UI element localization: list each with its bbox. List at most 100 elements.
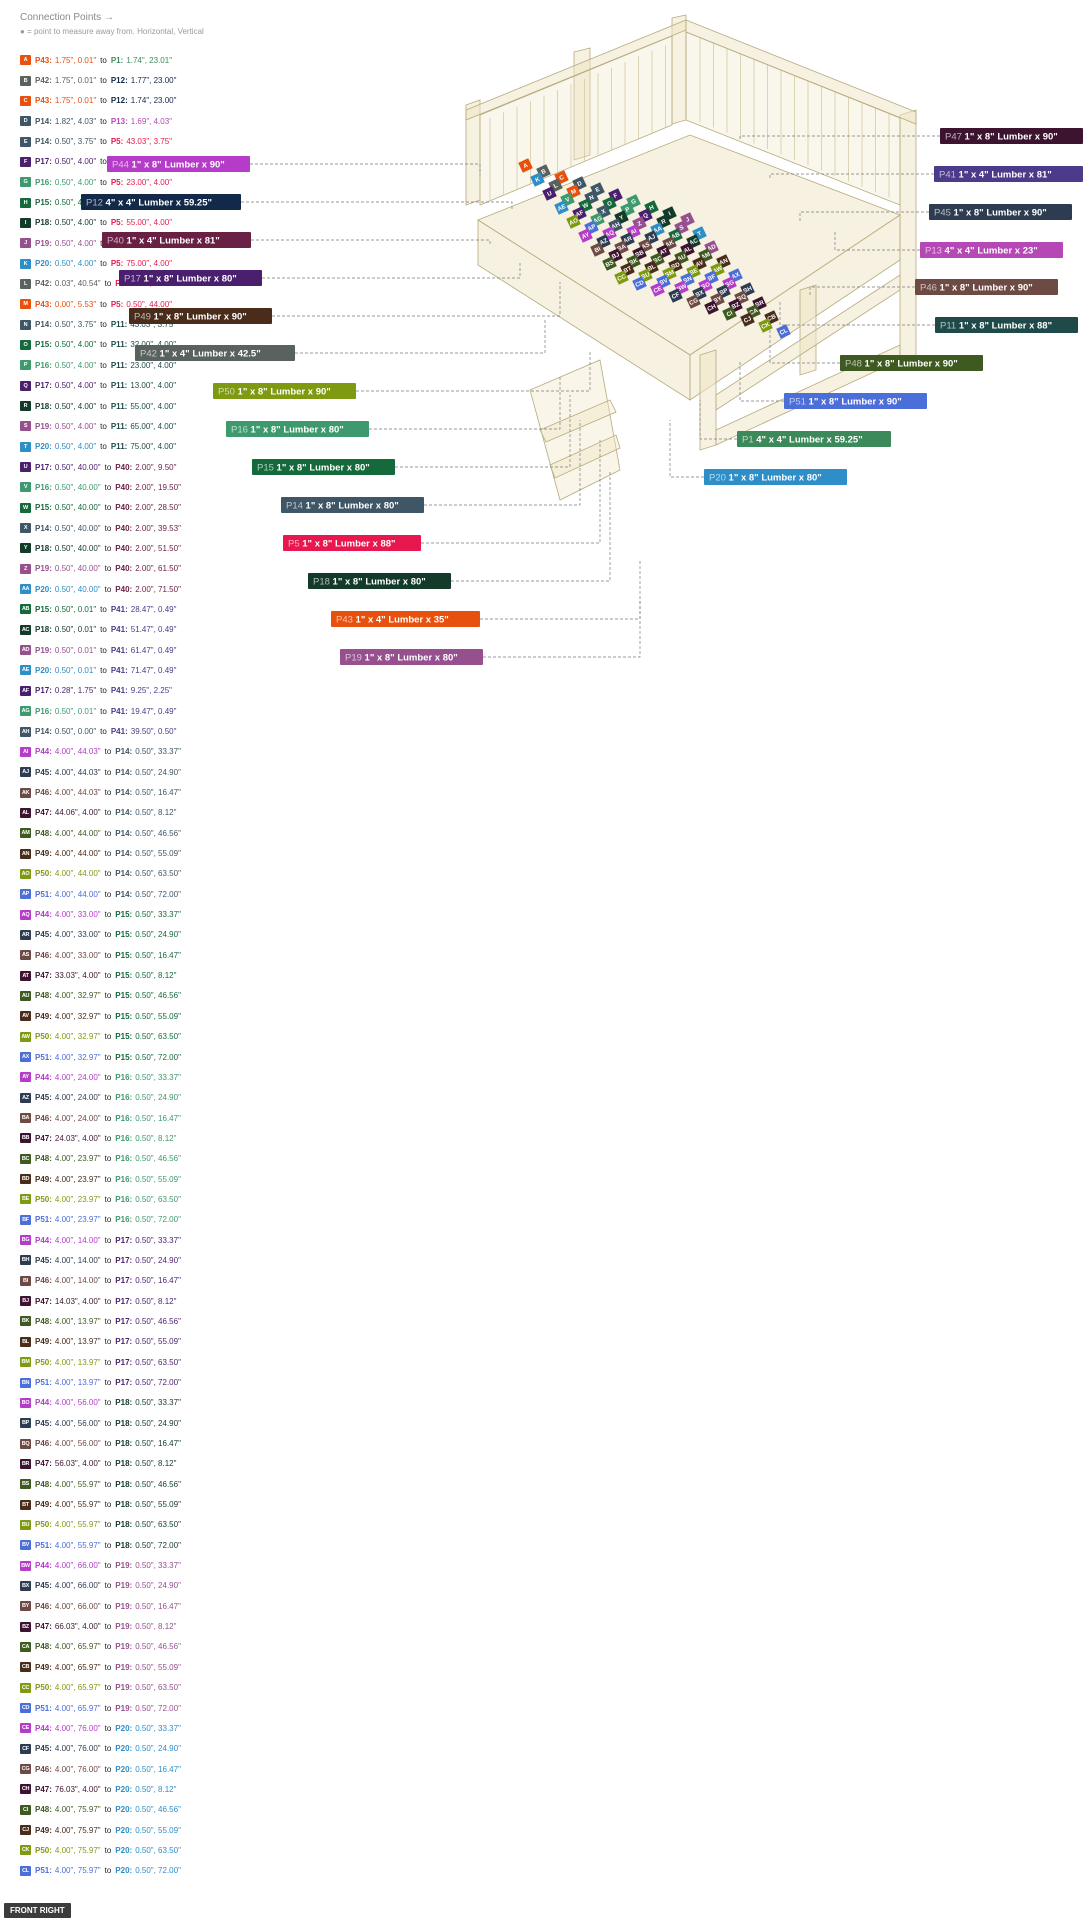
connection-row: AJ P454.00", 44.03"toP140.50", 24.90": [20, 762, 280, 782]
connection-badge: BP: [20, 1418, 31, 1429]
connection-row: BR P4756.03", 4.00"toP180.50", 8.12": [20, 1454, 280, 1474]
connection-value-a: 4.00", 65.97": [54, 1683, 101, 1693]
part-description: 1" x 8" Lumber x 90": [954, 208, 1047, 219]
connection-to: to: [104, 482, 112, 492]
connection-part-b: P18: [115, 1500, 132, 1509]
part-callout: P51 1" x 8" Lumber x 90": [784, 393, 927, 409]
connection-part-b: P20: [115, 1866, 132, 1875]
connection-part-b: P14: [115, 829, 132, 838]
connection-badge: AT: [20, 970, 31, 981]
connection-marker-label: AU: [677, 254, 687, 263]
connection-marker-bg: [542, 186, 557, 201]
connection-value-a: 0.50", 4.00": [54, 218, 97, 228]
part-callout: P48 1" x 8" Lumber x 90": [840, 355, 983, 371]
connection-row: BV P514.00", 55.97"toP180.50", 72.00": [20, 1535, 280, 1555]
connection-value-b: 0.50", 24.90": [135, 1418, 181, 1428]
connection-row: AQ P444.00", 33.00"toP150.50", 33.37": [20, 904, 280, 924]
connection-marker-label: BD: [671, 262, 682, 271]
connection-to: to: [104, 788, 112, 798]
connection-to: to: [104, 1805, 112, 1815]
connection-marker-label: BG: [725, 280, 736, 289]
connection-part-b: P16: [115, 1215, 132, 1224]
connection-badge: F: [20, 156, 31, 167]
connection-part-b: P5: [111, 259, 123, 268]
part-callout: P41 1" x 4" Lumber x 81": [934, 166, 1083, 182]
part-id: P19: [345, 653, 365, 664]
part-callout: P1 4" x 4" Lumber x 59.25": [737, 431, 891, 447]
connection-value-a: 0.50", 0.01": [54, 625, 97, 635]
connection-value-a: 4.00", 33.00": [54, 950, 101, 960]
connection-badge: O: [20, 339, 31, 350]
connection-marker-label: AN: [719, 258, 729, 267]
part-description: 1" x 8" Lumber x 88": [959, 321, 1052, 332]
connection-marker-label: AT: [659, 248, 669, 257]
connection-to: to: [104, 1418, 112, 1428]
connection-part-a: P49: [35, 1663, 52, 1672]
connection-marker-label: Z: [637, 221, 643, 228]
connection-marker-label: CB: [767, 314, 778, 323]
connection-marker-label: BU: [641, 272, 651, 281]
connection-to: to: [104, 503, 112, 513]
connection-badge: CA: [20, 1641, 31, 1652]
connection-to: to: [104, 1723, 112, 1733]
connection-value-b: 32.00", 4.00": [130, 340, 177, 350]
post-front-right: [899, 109, 917, 371]
part-description: 1" x 8" Lumber x 80": [306, 501, 399, 512]
part-callout-bg: [135, 345, 295, 361]
connection-value-a: 0.50", 40.00": [54, 462, 101, 472]
connection-value-a: 0.03", 40.54": [54, 279, 101, 289]
connection-row: BB P4724.03", 4.00"toP160.50", 8.12": [20, 1128, 280, 1148]
connection-to: to: [104, 1378, 112, 1388]
connection-to: to: [100, 360, 107, 370]
connection-to: to: [104, 1622, 112, 1632]
leader-line: [669, 420, 704, 478]
connection-row: AI P444.00", 44.03"toP140.50", 33.37": [20, 742, 280, 762]
connection-part-a: P16: [35, 707, 52, 716]
connection-row: AH P140.50", 0.00"to P4139.50", 0.50": [20, 721, 280, 741]
connection-value-a: 4.00", 32.97": [54, 1052, 101, 1062]
connection-badge: BT: [20, 1499, 31, 1510]
connection-part-b: P41: [111, 646, 128, 655]
connection-row: R P180.50", 4.00"to P1155.00", 4.00": [20, 396, 280, 416]
connection-part-b: P20: [115, 1765, 132, 1774]
part-description: 1" x 8" Lumber x 80": [729, 473, 822, 484]
connection-row: AF P170.28", 1.75"to P419.25", 2.25": [20, 681, 280, 701]
leader-line: [769, 330, 840, 364]
connection-value-b: 0.50", 72.00": [135, 1378, 181, 1388]
connection-marker-label: AO: [569, 218, 580, 227]
leader-line: [250, 163, 481, 175]
connection-part-b: P14: [115, 869, 132, 878]
connection-value-a: 4.00", 44.03": [54, 747, 101, 757]
connection-value-b: 0.50", 46.56": [135, 991, 181, 1001]
connection-to: to: [104, 1174, 112, 1184]
connection-part-b: P20: [115, 1785, 132, 1794]
connection-value-b: 0.50", 55.09": [135, 1662, 181, 1672]
connection-marker-label: AA: [653, 226, 664, 235]
connection-part-b: P18: [115, 1459, 132, 1468]
part-description: 1" x 8" Lumber x 90": [940, 283, 1033, 294]
connection-badge: BL: [20, 1336, 31, 1347]
connection-value-b: 0.50", 24.90": [135, 1581, 181, 1591]
connection-row: AC P180.50", 0.01"to P4151.47", 0.49": [20, 620, 280, 640]
connection-part-b: P15: [115, 1012, 132, 1021]
connection-value-a: 0.50", 40.00": [54, 543, 101, 553]
connection-value-b: 0.50", 8.12": [135, 1459, 177, 1469]
connection-value-b: 0.50", 8.12": [135, 1784, 177, 1794]
connection-badge: AV: [20, 1011, 31, 1022]
connection-part-a: P47: [35, 1622, 52, 1631]
connection-badge: BJ: [20, 1296, 31, 1307]
connection-to: to: [104, 1642, 112, 1652]
connection-badge: CJ: [20, 1825, 31, 1836]
part-callout: P11 1" x 8" Lumber x 88": [935, 317, 1078, 333]
connection-part-b: P15: [115, 991, 132, 1000]
part-description: 1" x 8" Lumber x 80": [333, 577, 426, 588]
connection-badge: Y: [20, 543, 31, 554]
connection-marker-label: X: [601, 209, 607, 216]
connection-value-a: 0.50", 3.75": [54, 320, 97, 330]
connection-value-b: 0.50", 8.12": [135, 1622, 177, 1632]
connection-to: to: [100, 421, 107, 431]
connection-marker-label: AS: [641, 242, 651, 251]
connection-part-a: P43: [35, 56, 52, 65]
connection-part-b: P41: [111, 666, 128, 675]
connection-value-b: 0.50", 72.00": [135, 1866, 181, 1876]
